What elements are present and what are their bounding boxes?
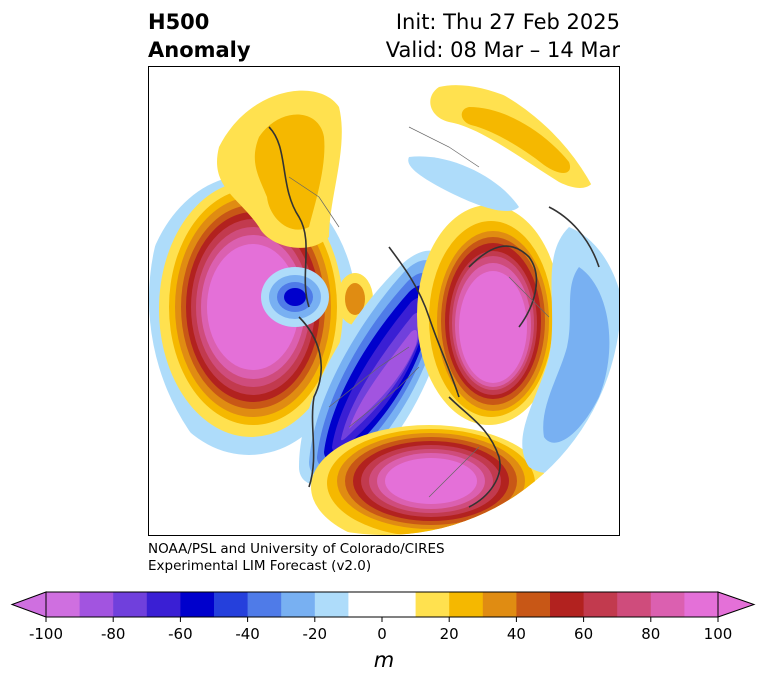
colorbar-segment <box>516 592 551 617</box>
init-date: Init: Thu 27 Feb 2025 <box>395 10 620 34</box>
colorbar-segment <box>650 592 685 617</box>
colorbar: -100 -80 -60 -40 -20 0 20 40 60 80 100 <box>10 591 756 642</box>
colorbar-segment <box>583 592 618 617</box>
coastlines <box>268 126 600 508</box>
credit-line-1: NOAA/PSL and University of Colorado/CIRE… <box>148 541 445 557</box>
colorbar-segment <box>684 592 719 617</box>
north-america-negative-anomaly <box>299 250 451 486</box>
asia-positive-anomaly <box>217 90 342 248</box>
kamchatka-core <box>345 283 365 315</box>
colorbar-under-arrow <box>10 591 47 618</box>
europe-positive-anomaly <box>417 205 561 425</box>
colorbar-tick-label: 40 <box>507 625 526 642</box>
colorbar-segment <box>482 592 517 617</box>
title-line-h500: H500 <box>148 10 210 34</box>
colorbar-segment <box>79 592 114 617</box>
forecast-dates: Init: Thu 27 Feb 2025 Valid: 08 Mar – 14… <box>386 8 620 64</box>
colorbar-tick-label: 0 <box>377 625 387 642</box>
map-title: H500 Anomaly <box>148 8 251 64</box>
colorbar-tick-label: -60 <box>168 625 193 642</box>
colorbar-segment <box>281 592 316 617</box>
colorbar-segment <box>314 592 349 617</box>
colorbar-segment <box>449 592 484 617</box>
credit-line-2: Experimental LIM Forecast (v2.0) <box>148 558 372 574</box>
political-borders <box>288 126 550 498</box>
colorbar-tick-label: 100 <box>704 625 733 642</box>
northeast-asia-positive-anomaly <box>430 85 595 188</box>
colorbar-segment <box>113 592 148 617</box>
title-line-anomaly: Anomaly <box>148 38 251 62</box>
colorbar-segment <box>348 592 383 617</box>
colorbar-tick-label: 60 <box>574 625 593 642</box>
colorbar-tick-label: 80 <box>641 625 660 642</box>
colorbar-segment <box>46 592 81 617</box>
colorbar-tick-label: 20 <box>440 625 459 642</box>
eastern-us-positive-anomaly <box>311 425 547 535</box>
colorbar-segment <box>180 592 215 617</box>
north-pacific-positive-anomaly <box>149 175 357 455</box>
colorbar-tick-label: -100 <box>29 625 63 642</box>
valid-dates: Valid: 08 Mar – 14 Mar <box>385 38 620 62</box>
colorbar-tick-label: -80 <box>101 625 126 642</box>
colorbar-segment <box>550 592 585 617</box>
colorbar-segment <box>247 592 282 617</box>
polar-stereographic-plot <box>149 85 619 535</box>
credit-text: NOAA/PSL and University of Colorado/CIRE… <box>148 541 445 575</box>
colorbar-segment <box>415 592 450 617</box>
colorbar-segment <box>382 592 417 617</box>
colorbar-tick-label: -20 <box>303 625 328 642</box>
colorbar-tick-label: -40 <box>235 625 260 642</box>
east-asia-negative-anomaly <box>261 267 329 327</box>
colorbar-segment <box>617 592 652 617</box>
colorbar-segment <box>214 592 249 617</box>
anomaly-map <box>148 66 620 536</box>
arctic-negative-anomaly <box>408 156 519 212</box>
colorbar-over-arrow <box>717 591 756 618</box>
colorbar-segment <box>146 592 181 617</box>
units-label: m <box>373 648 395 672</box>
